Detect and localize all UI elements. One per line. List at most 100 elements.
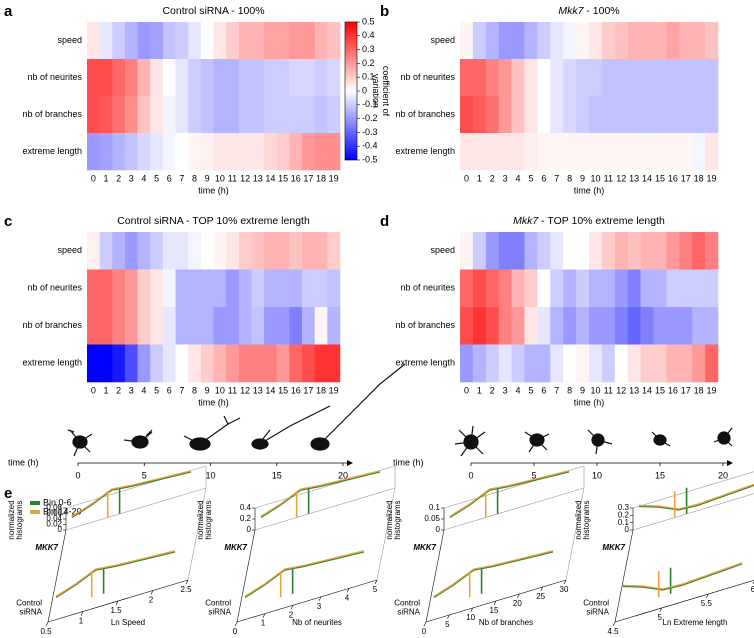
heatmap-cell: [640, 59, 654, 97]
x-tick-label: 0.5: [40, 627, 52, 636]
heatmap-cell: [705, 307, 719, 345]
z-axis-label: normalizedhistograms: [196, 500, 213, 539]
heatmap-cell: [498, 133, 512, 171]
histogram-curve: [622, 563, 743, 591]
heatmap-cell: [563, 22, 577, 60]
heatmap-cell: [302, 344, 315, 383]
heatmap-cell: [472, 232, 487, 270]
heatmap-cell: [226, 96, 240, 134]
x-tick-label: 8: [567, 385, 572, 395]
heatmap-cell: [498, 269, 512, 308]
heatmap-cell: [238, 344, 252, 383]
heatmap-cell: [472, 269, 487, 308]
row-label: Control siRNA: [205, 599, 231, 617]
x-tick-label: 12: [240, 173, 250, 183]
heatmap-cell: [498, 22, 512, 60]
colorbar-tick-label: -0.2: [362, 113, 378, 123]
heatmap-cell: [124, 232, 138, 270]
x-tick-label: 15: [278, 385, 288, 395]
heatmap-cell: [162, 133, 176, 171]
heatmap-cell: [251, 96, 265, 134]
heatmap-cell: [679, 96, 693, 134]
x-tick-label: 6: [167, 173, 172, 183]
x-tick-label: 1: [79, 617, 84, 626]
x-tick-label: 8: [192, 173, 197, 183]
heatmap-cell: [175, 344, 189, 383]
x-tick-label: 18: [694, 385, 704, 395]
depth-axis: [425, 529, 445, 623]
heatmap-cell: [175, 269, 189, 308]
x-tick-label: 8: [192, 385, 197, 395]
x-tick: [262, 613, 266, 618]
x-tick-label: 16: [291, 385, 301, 395]
colorbar-tick-label: -0.1: [362, 99, 378, 109]
heatmap-cell: [511, 96, 525, 134]
heatmap-cell: [692, 232, 706, 270]
heatmap-cell: [150, 232, 164, 270]
colorbar-label: coefficient ofvariation: [371, 66, 391, 117]
heatmap-cell: [213, 133, 227, 171]
z-tick-label: 0: [625, 525, 630, 534]
heatmap-cell: [87, 133, 100, 171]
heatmap-cell: [188, 133, 202, 171]
frame-line: [65, 487, 207, 531]
heatmap-cell: [614, 59, 628, 97]
heatmap-cell: [576, 59, 590, 97]
heatmap-cell: [112, 22, 126, 60]
heatmap-cell: [99, 269, 113, 308]
heatmap-cell: [550, 307, 564, 345]
heatmap-cell: [550, 344, 564, 383]
cell-images: [67, 363, 733, 457]
heatmap-cell: [705, 22, 719, 60]
panel-letter: d: [380, 213, 389, 230]
heatmap-cell: [485, 232, 499, 270]
heatmap-cell: [124, 22, 138, 60]
heatmap-cell: [137, 22, 151, 60]
heatmap-cell: [200, 59, 214, 97]
x-tick-label: 0: [464, 173, 469, 183]
heatmap-cell: [175, 307, 189, 345]
time-tick-label: 20: [338, 470, 348, 480]
heatmap-cell: [576, 133, 590, 171]
heatmap-cell: [289, 133, 303, 171]
row-label: extreme length: [22, 146, 82, 156]
panel-letter: e: [4, 485, 12, 502]
x-tick: [80, 611, 84, 616]
heatmap-cell: [314, 133, 328, 171]
x-tick-label: 13: [629, 173, 639, 183]
x-axis: [614, 579, 754, 623]
heatmap-cell: [692, 59, 706, 97]
heatmap-cell: [213, 59, 227, 97]
heatmap-cell: [653, 96, 667, 134]
heatmap-cell: [162, 307, 176, 345]
x-tick-label: 7: [179, 385, 184, 395]
z-tick-label: 0.2: [240, 514, 252, 523]
heatmap-cell: [679, 344, 693, 383]
legend-swatch: [30, 501, 40, 505]
heatmap-cell: [238, 232, 252, 270]
x-tick-label: 15: [490, 606, 499, 615]
histogram-curve: [71, 471, 192, 518]
heatmap-cell: [327, 344, 341, 383]
heatmap-cell: [87, 96, 100, 134]
heatmap-cell: [289, 96, 303, 134]
histogram-curve: [449, 470, 570, 517]
x-tick-label: 25: [536, 592, 545, 601]
heatmap-cell: [289, 344, 303, 383]
heatmap-cell: [251, 344, 265, 383]
heatmap-cell: [226, 22, 240, 60]
heatmap-cell: [524, 133, 538, 171]
time-tick-label: 15: [272, 470, 282, 480]
heatmap-cell: [302, 59, 315, 97]
heatmap-cell: [264, 59, 278, 97]
heatmap-cell: [563, 59, 577, 97]
heatmap-cell: [226, 307, 240, 345]
x-tick-label: 2.5: [180, 585, 192, 594]
heatmap-cell: [485, 133, 499, 171]
heatmap-cell: [188, 344, 202, 383]
heatmap-cell: [550, 133, 564, 171]
frame-line: [632, 493, 754, 531]
z-tick-label: 0: [247, 525, 252, 534]
heatmap-cell: [112, 307, 126, 345]
heatmap-cell: [226, 133, 240, 171]
